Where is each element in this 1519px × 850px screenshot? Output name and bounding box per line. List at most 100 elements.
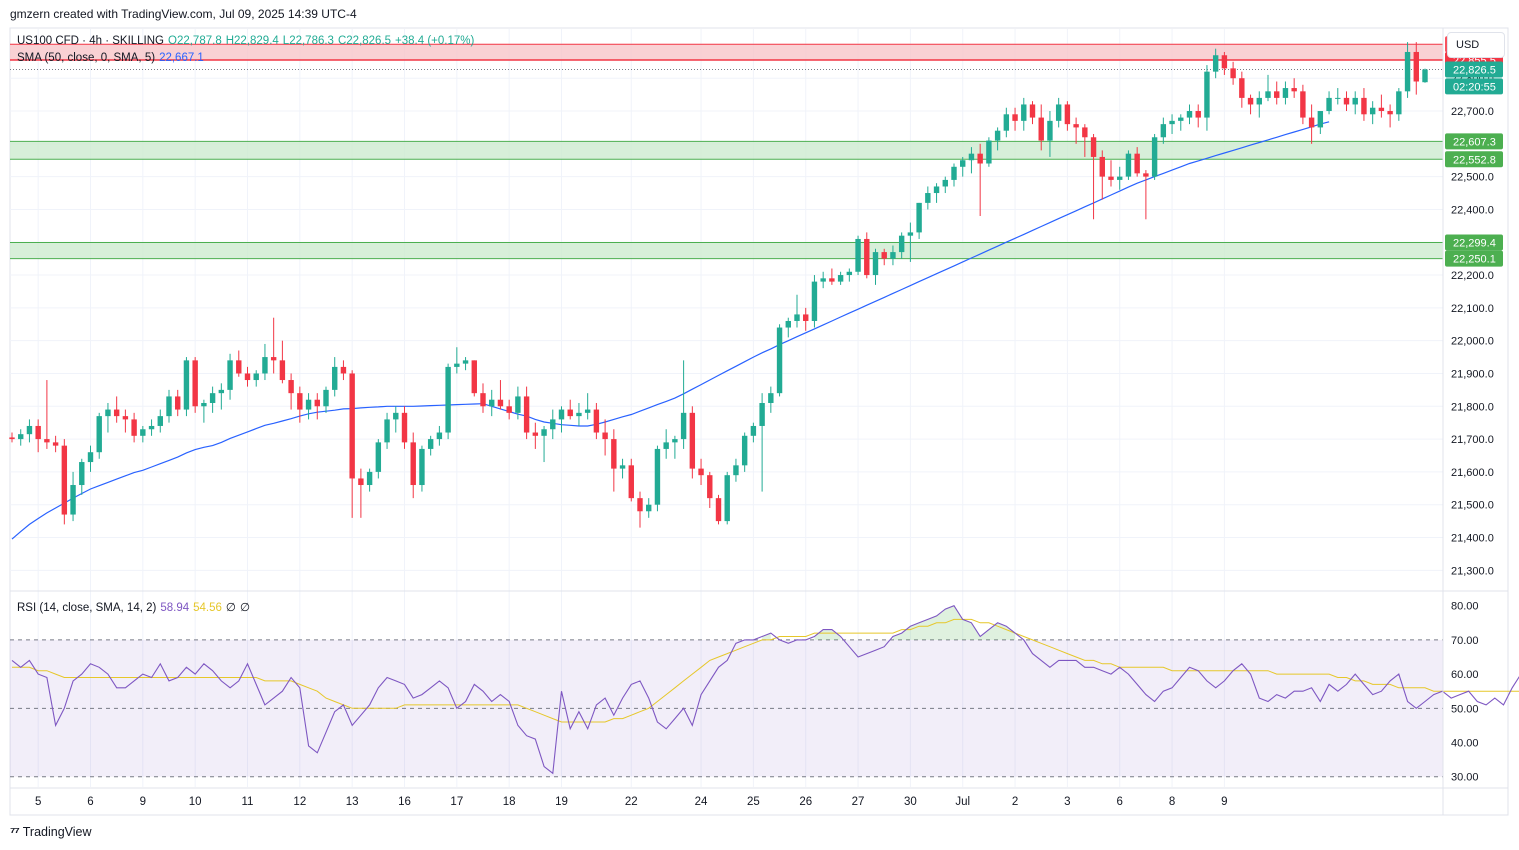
x-tick-label: 30 [904, 796, 917, 808]
zone-resistance [10, 44, 1443, 61]
candle-body [584, 409, 591, 413]
candle [436, 425, 443, 446]
candle-body [480, 393, 486, 407]
candle [1143, 170, 1149, 220]
candles-layer [9, 42, 1428, 528]
candle-body [61, 445, 68, 515]
x-tick-label: 5 [35, 796, 41, 808]
candle-body [733, 465, 739, 476]
candle-body [1108, 176, 1114, 180]
candle [44, 380, 50, 449]
candle [157, 409, 163, 433]
candle [1369, 101, 1376, 125]
rsi-tick-label: 50.00 [1451, 703, 1479, 715]
candle [994, 127, 1001, 151]
candle [79, 458, 85, 495]
candle-body [1352, 97, 1358, 105]
x-tick-label: Jul [955, 796, 970, 808]
y-tick-label: 22,100.0 [1451, 303, 1494, 315]
candle [532, 422, 539, 449]
candle [61, 439, 68, 525]
price-badge-label: 22,552.8 [1453, 154, 1496, 166]
candle-body [366, 471, 373, 486]
candle [698, 458, 704, 486]
candle [1099, 150, 1105, 200]
rsi-ma-value: 54.56 [193, 602, 222, 614]
candle [1230, 61, 1236, 85]
candle [855, 235, 861, 276]
candle-body [1090, 137, 1097, 157]
candle-body [672, 439, 678, 443]
candle-body [87, 452, 94, 463]
candle-body [567, 409, 573, 417]
candle [323, 386, 329, 413]
candle-body [471, 360, 477, 394]
candle [26, 419, 33, 443]
candle [1387, 104, 1393, 128]
symbol-label[interactable]: US100 CFD · 4h · SKILLING [17, 35, 164, 47]
candle [1073, 117, 1079, 144]
candle-body [864, 238, 870, 276]
x-tick-label: 22 [625, 796, 638, 808]
candle-body [253, 373, 259, 381]
open-value: O22,787.8 [168, 35, 222, 47]
candle [105, 403, 111, 433]
candle-body [270, 357, 277, 361]
candle [933, 183, 940, 203]
candle [9, 432, 15, 443]
candle [462, 357, 469, 371]
candle [183, 357, 190, 417]
candle-body [1169, 120, 1175, 125]
price-badge-label: 22,826.5 [1453, 65, 1496, 77]
candle [898, 232, 905, 259]
candle-body [1239, 78, 1245, 98]
attribution-text: gmzern created with TradingView.com, Jul… [10, 7, 357, 21]
rsi-label[interactable]: RSI (14, close, SMA, 14, 2) [17, 602, 157, 614]
candle-body [462, 360, 469, 364]
candle-body [244, 373, 251, 381]
candle [480, 383, 486, 413]
candle [244, 366, 251, 387]
price-badge-bg [1445, 133, 1503, 150]
candle [1012, 107, 1018, 131]
candle [236, 350, 242, 377]
candle [602, 419, 608, 456]
candle [680, 360, 687, 449]
y-tick-label: 22,000.0 [1451, 336, 1494, 348]
candle [1265, 74, 1271, 102]
candle [619, 458, 626, 479]
candle [175, 389, 181, 417]
price-badge: 22,607.3 [1445, 133, 1503, 150]
candle-body [506, 406, 512, 413]
candle [366, 468, 373, 492]
price-badge-bg [1445, 250, 1503, 267]
candle [18, 429, 24, 446]
candle-body [166, 396, 172, 417]
candle [1204, 65, 1210, 131]
brand-label: TradingView [22, 824, 92, 839]
candle-body [1265, 91, 1271, 98]
candle-body [419, 448, 425, 486]
x-tick-label: 11 [242, 796, 254, 808]
x-tick-label: 16 [398, 796, 411, 808]
candle-body [1029, 104, 1036, 118]
candle-body [933, 186, 940, 194]
high-value: H22,829.4 [225, 35, 279, 47]
candle-body [1230, 68, 1236, 79]
rsi-legend[interactable]: RSI (14, close, SMA, 14, 2) 58.94 54.56 ∅ ∅ [17, 600, 254, 614]
sma-legend[interactable]: SMA (50, close, 0, SMA, 5) 22,667.1 [17, 52, 208, 64]
candle-body [497, 399, 504, 407]
footer-brand[interactable]: ⁷⁷ TradingView [10, 824, 92, 839]
currency-button[interactable]: USD [1447, 32, 1505, 58]
candle [140, 425, 146, 443]
candle [489, 389, 495, 417]
candle [262, 343, 268, 381]
sma-label[interactable]: SMA (50, close, 0, SMA, 5) [17, 52, 156, 64]
candle-body [1369, 107, 1376, 115]
price-legend[interactable]: US100 CFD · 4h · SKILLING O22,787.8 H22,82… [17, 35, 478, 47]
candle-body [375, 442, 382, 472]
y-tick-label: 22,700.0 [1451, 106, 1494, 118]
candle [122, 409, 129, 433]
candle-body [550, 419, 556, 430]
